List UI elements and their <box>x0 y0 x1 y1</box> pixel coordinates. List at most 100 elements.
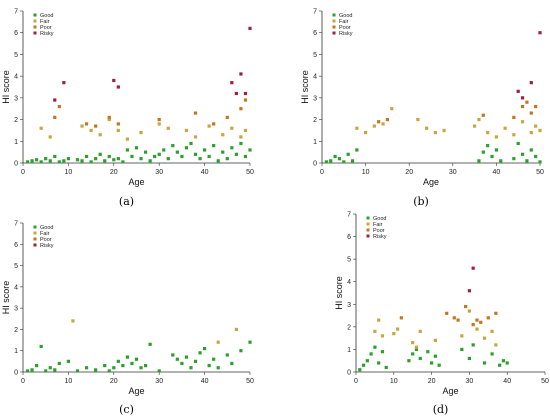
data-point-risky <box>520 96 525 100</box>
data-point-good <box>25 160 30 164</box>
y-tick-label: 6 <box>313 30 317 37</box>
data-point-good <box>248 340 252 344</box>
x-tick-label: 20 <box>110 169 118 176</box>
data-point-good <box>221 150 225 154</box>
data-point-fair <box>414 345 419 349</box>
data-point-poor <box>193 111 198 115</box>
data-point-good <box>75 369 80 373</box>
data-point-poor <box>520 104 525 109</box>
data-point-good <box>103 159 107 163</box>
data-point-good <box>481 150 485 154</box>
data-point-fair <box>139 131 143 135</box>
data-point-good <box>414 347 419 352</box>
data-point-good <box>84 154 89 159</box>
data-point-good <box>225 353 229 357</box>
data-point-risky <box>62 81 66 85</box>
data-point-good <box>39 160 43 164</box>
data-point-fair <box>392 332 396 336</box>
data-point-risky <box>529 81 533 85</box>
data-point-fair <box>416 117 420 122</box>
data-point-risky <box>116 85 120 89</box>
data-point-good <box>239 141 243 146</box>
x-tick-label: 20 <box>110 378 118 385</box>
legend-label: Good <box>40 225 53 231</box>
y-axis-title: HI score <box>334 276 344 310</box>
data-point-fair <box>520 120 525 124</box>
x-tick-label: 40 <box>493 169 501 176</box>
y-tick-label: 6 <box>347 234 351 241</box>
data-point-fair <box>364 131 368 135</box>
data-point-good <box>121 364 125 368</box>
legend-marker <box>33 31 37 35</box>
data-point-good <box>112 158 116 162</box>
data-point-good <box>407 359 411 363</box>
y-tick-label: 3 <box>14 306 18 313</box>
data-point-good <box>171 144 175 148</box>
legend-label: Risky <box>339 31 353 37</box>
legend-marker <box>33 25 37 29</box>
data-point-good <box>216 366 220 370</box>
data-point-good <box>377 361 381 365</box>
data-point-poor <box>212 122 216 126</box>
data-point-good <box>48 159 52 163</box>
data-point-fair <box>460 334 464 338</box>
data-point-good <box>355 148 359 152</box>
data-point-good <box>175 150 179 154</box>
data-point-good <box>35 364 39 368</box>
data-point-risky <box>471 266 475 270</box>
data-point-good <box>98 152 102 156</box>
data-point-fair <box>442 128 446 133</box>
data-point-good <box>230 146 234 150</box>
y-tick-label: 7 <box>14 9 18 16</box>
data-point-good <box>520 152 525 156</box>
data-point-fair <box>116 128 120 133</box>
legend-label: Poor <box>40 237 52 243</box>
data-point-poor <box>529 111 533 115</box>
y-tick-label: 1 <box>14 348 18 355</box>
legend-marker <box>332 13 336 17</box>
data-point-good <box>130 154 134 159</box>
data-point-good <box>433 354 437 358</box>
x-axis-title: Age <box>423 177 439 187</box>
data-point-good <box>529 148 533 152</box>
data-point-good <box>125 355 130 359</box>
legend-label: Good <box>40 13 53 19</box>
data-point-good <box>112 366 116 370</box>
data-point-poor <box>53 115 57 119</box>
legend-marker <box>366 234 370 238</box>
x-tick-label: 0 <box>21 169 25 176</box>
data-point-poor <box>464 304 468 309</box>
data-point-good <box>230 361 234 366</box>
data-point-risky <box>112 78 116 83</box>
data-point-good <box>486 144 490 148</box>
data-point-good <box>342 160 346 164</box>
y-tick-label: 0 <box>14 161 18 168</box>
data-point-good <box>525 159 529 163</box>
data-point-good <box>494 148 498 152</box>
data-point-good <box>130 361 134 366</box>
data-point-fair <box>89 128 93 133</box>
data-point-good <box>89 160 93 164</box>
data-point-good <box>134 146 139 150</box>
data-point-good <box>180 361 184 366</box>
legend-marker <box>366 228 370 232</box>
data-point-good <box>333 154 337 159</box>
data-point-good <box>534 154 538 159</box>
data-point-good <box>139 366 143 370</box>
x-axis-title: Age <box>128 386 144 396</box>
data-point-fair <box>193 135 198 139</box>
data-point-fair <box>355 126 359 130</box>
data-point-risky <box>53 98 57 102</box>
legend-marker <box>366 216 370 220</box>
data-point-risky <box>234 91 238 96</box>
data-point-fair <box>433 131 437 135</box>
data-point-good <box>337 157 342 161</box>
legend-label: Poor <box>339 25 351 31</box>
data-point-poor <box>512 115 516 119</box>
legend-marker <box>33 231 37 235</box>
data-point-fair <box>494 343 498 347</box>
data-point-fair <box>475 327 479 331</box>
data-point-fair <box>239 135 243 139</box>
data-point-good <box>418 356 422 361</box>
data-point-good <box>44 369 48 373</box>
